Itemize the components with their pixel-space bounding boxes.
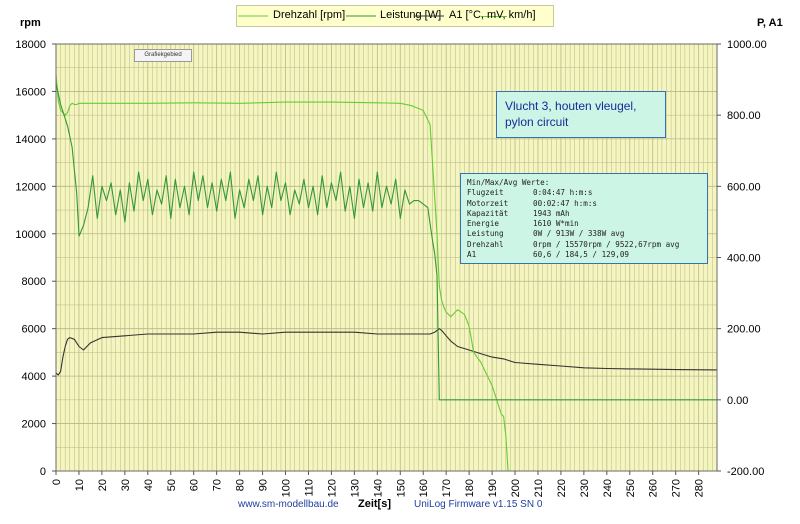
x-tick-label: 160 — [418, 479, 430, 497]
left-tick-label: 16000 — [15, 86, 46, 98]
x-tick-label: 200 — [510, 479, 522, 497]
x-tick-label: 270 — [671, 479, 683, 497]
x-tick-label: 170 — [441, 479, 453, 497]
stats-key: Drehzahl — [467, 239, 504, 249]
x-tick-label: 50 — [166, 479, 178, 491]
x-tick-label: 40 — [143, 479, 155, 491]
left-tick-label: 12000 — [15, 181, 46, 193]
stats-header: Min/Max/Avg Werte: — [467, 178, 550, 187]
x-tick-label: 230 — [579, 479, 591, 497]
x-tick-label: 20 — [97, 479, 109, 491]
right-tick-label: 200.00 — [727, 324, 761, 336]
left-tick-label: 8000 — [22, 276, 46, 288]
left-axis-ticks: 0 2000 4000 6000 8000 10000 12000 14000 16000 180… — [15, 39, 56, 478]
x-tick-label: 90 — [258, 479, 270, 491]
x-tick-label: 70 — [212, 479, 224, 491]
x-tick-label: 100 — [281, 479, 293, 497]
legend-item-drehzahl: Drehzahl [rpm] — [273, 9, 346, 21]
x-tick-label: 260 — [648, 479, 660, 497]
stats-box: Min/Max/Avg Werte: Flugzeit 0:04:47 h:m:s… — [460, 173, 708, 264]
x-tick-label: 220 — [556, 479, 568, 497]
x-tick-label: 240 — [602, 479, 614, 497]
x-tick-label: 130 — [349, 479, 361, 497]
stats-key: Motorzeit — [467, 198, 509, 208]
stats-key: Energie — [467, 219, 500, 229]
stats-key: Kapazität — [467, 208, 509, 218]
right-axis-ticks: -200.00 0.00 200.00 400.00 600.00 800.00 1000.… — [717, 39, 767, 478]
x-tick-label: 180 — [464, 479, 476, 497]
legend-swatch-drehzahl — [481, 16, 507, 17]
left-tick-label: 0 — [40, 466, 46, 478]
x-tick-label: 80 — [235, 479, 247, 491]
series-line-drehzahl — [55, 74, 717, 472]
stats-key: Flugzeit — [467, 188, 504, 198]
series-line-leistung — [55, 82, 717, 401]
stats-row: Drehzahl 0rpm / 15570rpm / 9522,67rpm avg — [467, 240, 701, 250]
stats-value: 00:02:47 h:m:s — [533, 198, 598, 208]
stats-value: 60,6 / 184,5 / 129,09 — [533, 250, 630, 260]
legend: Drehzahl [rpm] Leistung [W] A1 [°C, mV, … — [236, 5, 554, 27]
right-tick-label: 800.00 — [727, 110, 761, 122]
series-lines — [55, 74, 718, 472]
stats-value: 0rpm / 15570rpm / 9522,67rpm avg — [533, 239, 680, 249]
stats-value: 0W / 913W / 338W avg — [533, 229, 625, 239]
x-tick-label: 10 — [74, 479, 86, 491]
left-tick-label: 14000 — [15, 134, 46, 146]
right-tick-label: 0.00 — [727, 395, 748, 407]
right-tick-label: 1000.00 — [727, 39, 767, 51]
stats-value: 0:04:47 h:m:s — [533, 188, 593, 198]
x-axis-title: Zeit[s] — [358, 498, 391, 510]
x-axis-ticks: 0 10 20 30 40 50 60 70 80 90 100 110 120 130 140 150 160… — [51, 471, 706, 497]
stats-rows: Flugzeit 0:04:47 h:m:s Motorzeit 00:02:47 h… — [467, 188, 701, 260]
left-tick-label: 4000 — [22, 371, 46, 383]
x-tick-label: 190 — [487, 479, 499, 497]
legend-lines — [238, 15, 444, 17]
stats-row: Motorzeit 00:02:47 h:m:s — [467, 199, 701, 209]
x-tick-label: 140 — [372, 479, 384, 497]
left-tick-label: 2000 — [22, 419, 46, 431]
x-tick-label: 0 — [51, 479, 63, 485]
stats-row: Kapazität 1943 mAh — [467, 209, 701, 219]
stats-row: Energie 1610 W*min — [467, 219, 701, 229]
stats-row: Leistung 0W / 913W / 338W avg — [467, 229, 701, 239]
x-tick-label: 280 — [694, 479, 706, 497]
stats-row: A1 60,6 / 184,5 / 129,09 — [467, 250, 701, 260]
stats-row: Flugzeit 0:04:47 h:m:s — [467, 188, 701, 198]
stats-key: Leistung — [467, 229, 504, 239]
flight-note: Vlucht 3, houten vleugel, pylon circuit — [496, 91, 666, 138]
legend-item-leistung: Leistung [W] — [380, 9, 442, 21]
stats-key: A1 — [467, 250, 477, 260]
legend-item-a1: A1 [°C, mV, km/h] — [449, 9, 536, 21]
series-line-a1 — [55, 328, 718, 376]
x-tick-label: 150 — [395, 479, 407, 497]
x-tick-label: 120 — [326, 479, 338, 497]
x-tick-label: 110 — [303, 479, 315, 497]
right-tick-label: -200.00 — [727, 466, 764, 478]
left-tick-label: 18000 — [15, 39, 46, 51]
x-tick-label: 210 — [533, 479, 545, 497]
left-axis-title: rpm — [20, 17, 41, 29]
plot-area-tag: Grafiekgebied — [134, 49, 192, 62]
right-axis-title: P, A1 — [757, 17, 783, 29]
x-tick-label: 60 — [189, 479, 201, 491]
stats-value: 1610 W*min — [533, 219, 579, 229]
x-tick-label: 30 — [120, 479, 132, 491]
footer-firmware: UniLog Firmware v1.15 SN 0 — [414, 499, 543, 510]
stats-value: 1943 mAh — [533, 208, 570, 218]
footer-website: www.sm-modellbau.de — [238, 499, 339, 510]
left-tick-label: 6000 — [22, 324, 46, 336]
right-tick-label: 600.00 — [727, 181, 761, 193]
left-tick-label: 10000 — [15, 229, 46, 241]
x-tick-label: 250 — [625, 479, 637, 497]
right-tick-label: 400.00 — [727, 253, 761, 265]
